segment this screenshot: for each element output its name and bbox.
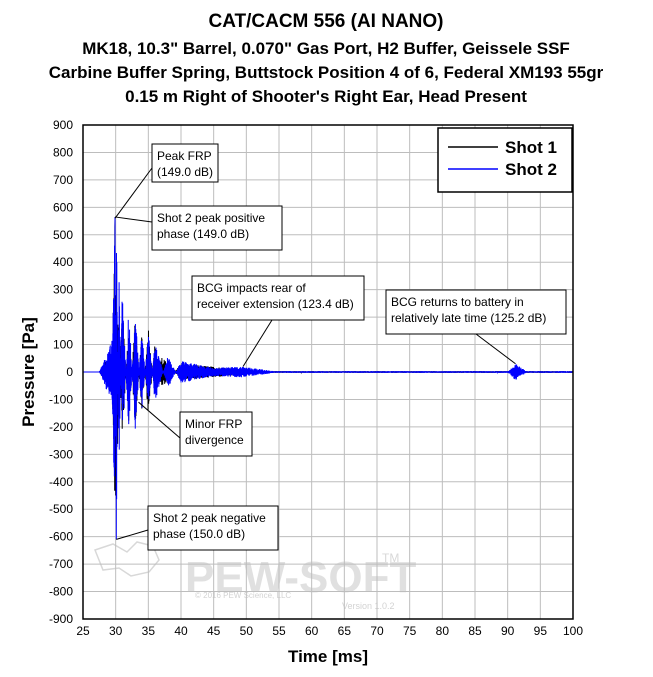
title-line-3: Carbine Buffer Spring, Buttstock Positio… bbox=[49, 63, 604, 82]
annotation-peak-frp: Peak FRP (149.0 dB) bbox=[114, 143, 219, 219]
x-tick-label: 65 bbox=[338, 624, 352, 638]
title-line-4: 0.15 m Right of Shooter's Right Ear, Hea… bbox=[125, 87, 527, 106]
y-tick-label: 100 bbox=[53, 338, 73, 352]
y-axis-label: Pressure [Pa] bbox=[19, 317, 38, 427]
annotation-box bbox=[385, 289, 567, 335]
legend-box bbox=[437, 127, 573, 193]
annotation-text: BCG impacts rear of bbox=[197, 281, 306, 295]
y-tick-label: -900 bbox=[49, 612, 73, 626]
watermark-map-icon bbox=[94, 541, 160, 577]
x-tick-label: 30 bbox=[109, 624, 123, 638]
x-tick-label: 35 bbox=[142, 624, 156, 638]
annotation-box bbox=[179, 411, 253, 457]
y-tick-label: 200 bbox=[53, 310, 73, 324]
annotation-text: Minor FRP bbox=[185, 417, 242, 431]
annotation-leader bbox=[114, 216, 153, 223]
title-line-2: MK18, 10.3" Barrel, 0.070" Gas Port, H2 … bbox=[82, 39, 570, 58]
y-tick-label: -700 bbox=[49, 557, 73, 571]
x-tick-label: 55 bbox=[272, 624, 286, 638]
watermark-version: Version 1.0.2 bbox=[342, 601, 395, 611]
annotation-leader bbox=[138, 401, 181, 439]
annotation-leader bbox=[475, 333, 516, 365]
x-axis-label: Time [ms] bbox=[288, 647, 368, 666]
y-tick-label: -600 bbox=[49, 530, 73, 544]
y-tick-label: -400 bbox=[49, 475, 73, 489]
annotations: Peak FRP (149.0 dB) Shot 2 peak positive ph… bbox=[114, 143, 567, 551]
x-tick-label: 100 bbox=[563, 624, 583, 638]
annotation-leader bbox=[116, 529, 149, 540]
y-axis-ticks: 900 800 700 600 500 400 300 200 100 0 -100 -200 -300… bbox=[49, 118, 73, 626]
y-tick-label: -100 bbox=[49, 392, 73, 406]
x-axis-ticks: 25 30 35 40 45 50 55 60 65 70 75 80 85 90 95 100 bbox=[76, 624, 583, 638]
annotation-bcg-impact: BCG impacts rear of receiver extension (1… bbox=[191, 275, 365, 367]
annotation-box bbox=[147, 505, 279, 551]
watermark-copyright: © 2016 PEW Science, LLC bbox=[195, 591, 291, 600]
y-tick-label: -300 bbox=[49, 447, 73, 461]
annotation-text: phase (149.0 dB) bbox=[157, 227, 249, 241]
y-tick-label: 800 bbox=[53, 145, 73, 159]
title-line-1: CAT/CACM 556 (AI NANO) bbox=[208, 11, 443, 32]
x-tick-label: 70 bbox=[370, 624, 384, 638]
annotation-shot2-negative: Shot 2 peak negative phase (150.0 dB) bbox=[116, 505, 279, 551]
annotation-bcg-return: BCG returns to battery in relatively late… bbox=[385, 289, 567, 365]
y-tick-label: -800 bbox=[49, 585, 73, 599]
y-tick-label: 700 bbox=[53, 173, 73, 187]
annotation-text: phase (150.0 dB) bbox=[153, 527, 245, 541]
annotation-box bbox=[191, 275, 365, 321]
x-tick-label: 45 bbox=[207, 624, 221, 638]
annotation-text: relatively late time (125.2 dB) bbox=[391, 311, 546, 325]
annotation-minor-frp: Minor FRP divergence bbox=[138, 401, 253, 457]
y-tick-label: 600 bbox=[53, 200, 73, 214]
y-tick-label: -200 bbox=[49, 420, 73, 434]
y-tick-label: -500 bbox=[49, 502, 73, 516]
x-tick-label: 50 bbox=[240, 624, 254, 638]
annotation-text: divergence bbox=[185, 433, 244, 447]
y-tick-label: 900 bbox=[53, 118, 73, 132]
annotation-shot2-positive: Shot 2 peak positive phase (149.0 dB) bbox=[114, 205, 283, 251]
watermark-brand: PEW-SOFT bbox=[185, 553, 416, 602]
x-tick-label: 90 bbox=[501, 624, 515, 638]
y-tick-label: 0 bbox=[66, 365, 73, 379]
annotation-text: Shot 2 peak positive bbox=[157, 211, 265, 225]
annotation-text: BCG returns to battery in bbox=[391, 295, 524, 309]
annotation-box bbox=[151, 205, 283, 251]
y-tick-label: 400 bbox=[53, 255, 73, 269]
plot-frame bbox=[82, 124, 574, 620]
x-tick-label: 40 bbox=[174, 624, 188, 638]
plot-border bbox=[82, 124, 574, 620]
annotation-text: Shot 2 peak negative bbox=[153, 511, 266, 525]
x-tick-label: 85 bbox=[468, 624, 482, 638]
annotation-text: (149.0 dB) bbox=[157, 165, 213, 179]
series-layer bbox=[83, 216, 574, 540]
y-tick-label: 500 bbox=[53, 228, 73, 242]
x-tick-label: 75 bbox=[403, 624, 417, 638]
annotation-box bbox=[151, 143, 219, 183]
x-tick-label: 25 bbox=[76, 624, 90, 638]
legend: Shot 1 Shot 2 bbox=[437, 127, 573, 193]
y-tick-label: 300 bbox=[53, 283, 73, 297]
annotation-text: receiver extension (123.4 dB) bbox=[197, 297, 354, 311]
annotation-leader bbox=[114, 167, 153, 219]
x-tick-label: 80 bbox=[436, 624, 450, 638]
x-tick-label: 95 bbox=[534, 624, 548, 638]
series-line-2 bbox=[83, 216, 574, 540]
annotation-text: Peak FRP bbox=[157, 149, 212, 163]
x-tick-label: 60 bbox=[305, 624, 319, 638]
annotation-leader bbox=[242, 319, 273, 367]
chart-title: CAT/CACM 556 (AI NANO) MK18, 10.3" Barrel… bbox=[49, 11, 604, 106]
legend-label-2: Shot 2 bbox=[505, 160, 557, 179]
watermark-trademark: TM bbox=[382, 551, 399, 565]
legend-label-1: Shot 1 bbox=[505, 138, 557, 157]
